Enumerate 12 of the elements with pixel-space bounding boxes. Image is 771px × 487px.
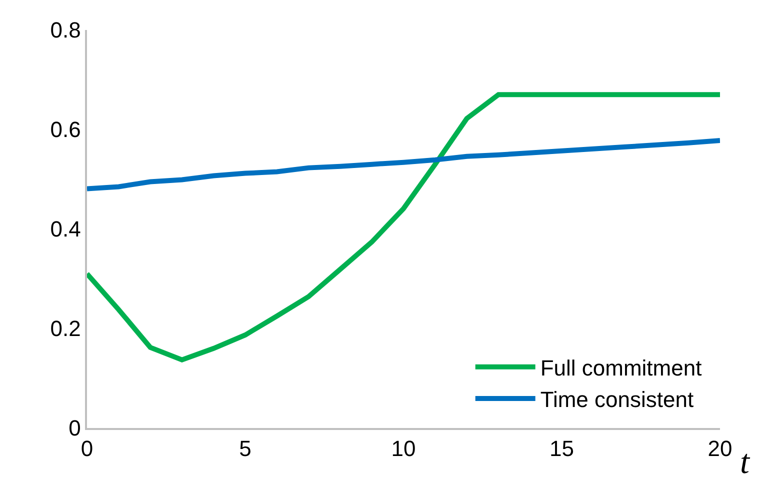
legend-label: Full commitment — [540, 355, 702, 380]
y-tick-label: 0.6 — [50, 117, 81, 142]
x-tick-label: 5 — [239, 436, 252, 462]
y-tick-label: 0.2 — [50, 316, 81, 342]
x-tick-label: 20 — [708, 436, 732, 462]
y-tick-label: 0 — [68, 416, 81, 441]
x-tick-label: 10 — [391, 436, 416, 462]
x-axis-title: t — [740, 444, 751, 481]
y-tick-label: 0.4 — [50, 216, 81, 242]
y-tick-label: 0.8 — [50, 18, 81, 43]
legend-label: Time consistent — [540, 387, 694, 412]
x-tick-label: 15 — [550, 436, 574, 462]
